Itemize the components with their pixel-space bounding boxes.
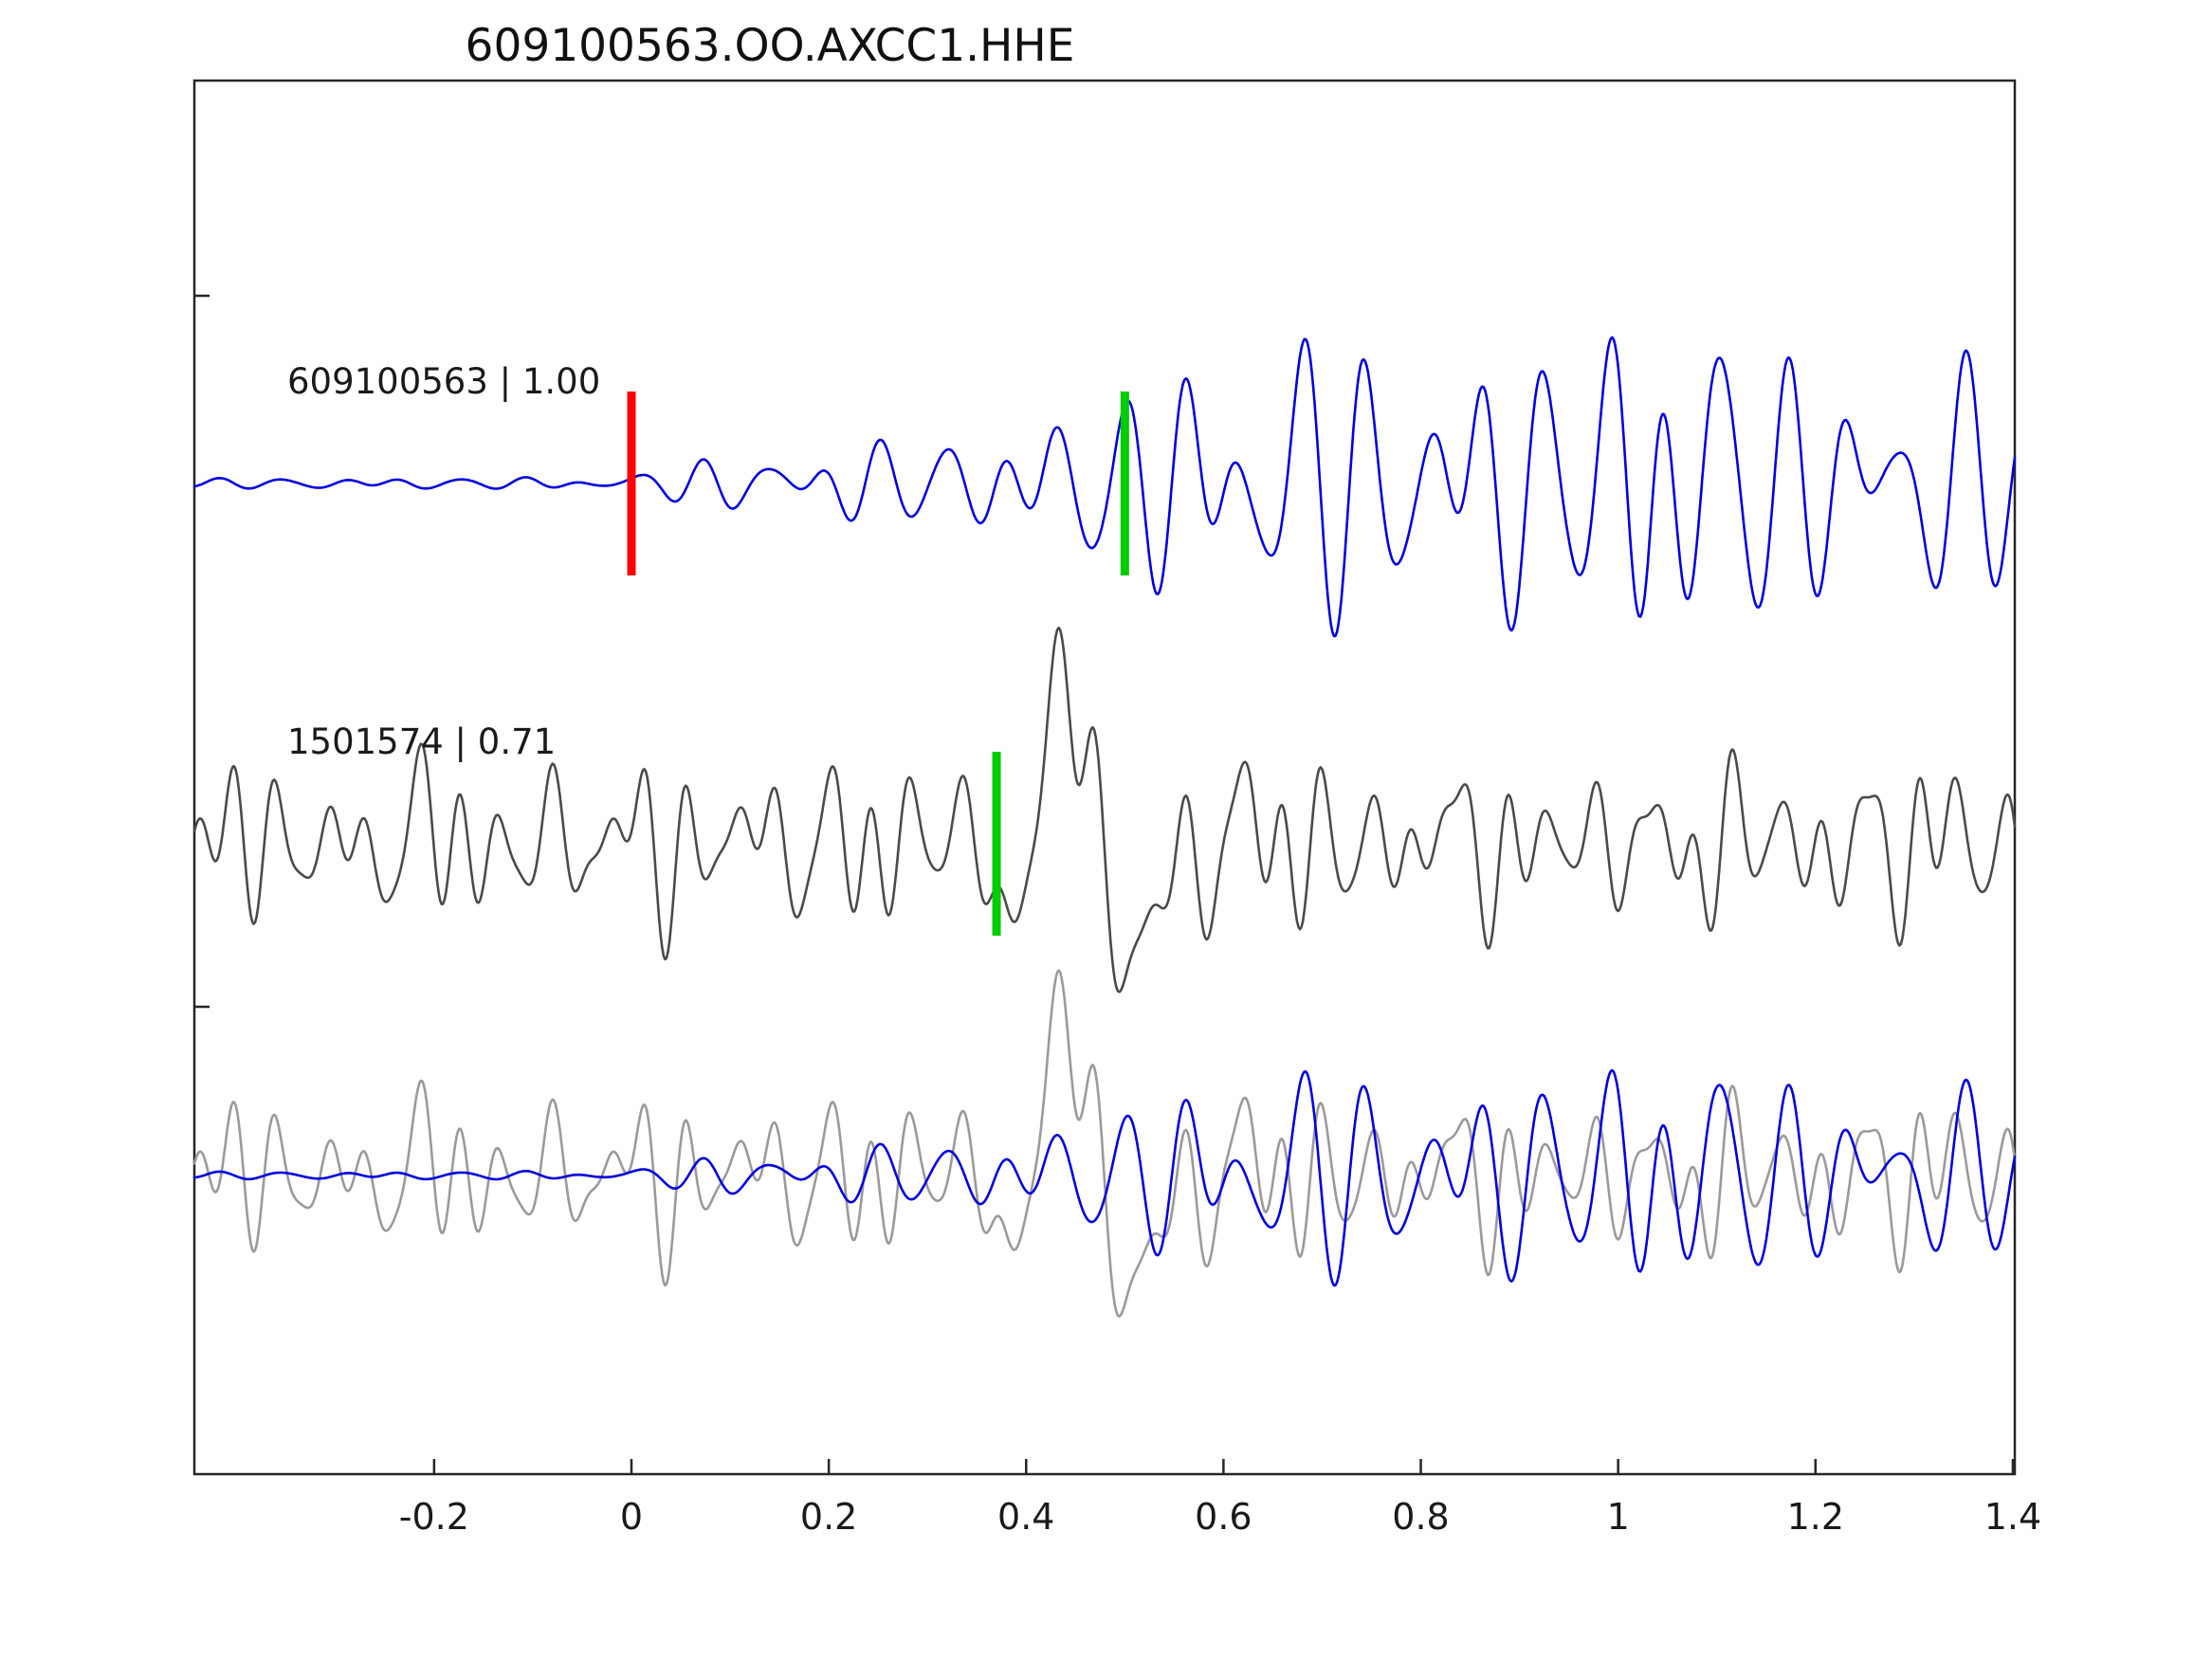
traces bbox=[192, 336, 2017, 1318]
trace-labels: 609100563 | 1.00 1501574 | 0.71 bbox=[287, 361, 600, 762]
trace-label-detection: 609100563 | 1.00 bbox=[287, 361, 600, 402]
waveform-overlay-template bbox=[192, 969, 2017, 1318]
x-axis: -0.2 0 0.2 0.4 0.6 0.8 1 1.2 1.4 bbox=[399, 1459, 2041, 1538]
x-tick-label: 0.2 bbox=[800, 1496, 857, 1538]
waveform-overlay-detection bbox=[192, 1068, 2017, 1287]
waveform-template bbox=[192, 626, 2017, 994]
chart-title: 609100563.OO.AXCC1.HHE bbox=[466, 20, 1075, 72]
x-tick-label: 0.6 bbox=[1195, 1496, 1252, 1538]
x-tick-label: 0 bbox=[620, 1496, 643, 1538]
pick-markers bbox=[627, 392, 1129, 936]
x-tick-label: 0.8 bbox=[1392, 1496, 1449, 1538]
plot-frame bbox=[192, 79, 2017, 1476]
x-tick-label: 0.4 bbox=[997, 1496, 1054, 1538]
x-tick-label: 1.2 bbox=[1787, 1496, 1844, 1538]
plot-layers: -0.2 0 0.2 0.4 0.6 0.8 1 1.2 1.4 609100563 | 1.00… bbox=[192, 79, 2041, 1538]
x-tick-label: 1 bbox=[1607, 1496, 1630, 1538]
trace-label-template: 1501574 | 0.71 bbox=[287, 721, 556, 762]
y-axis bbox=[194, 294, 210, 1009]
waveform-detection bbox=[192, 336, 2017, 638]
x-tick-label: -0.2 bbox=[399, 1496, 469, 1538]
x-tick-label: 1.4 bbox=[1984, 1496, 2041, 1538]
